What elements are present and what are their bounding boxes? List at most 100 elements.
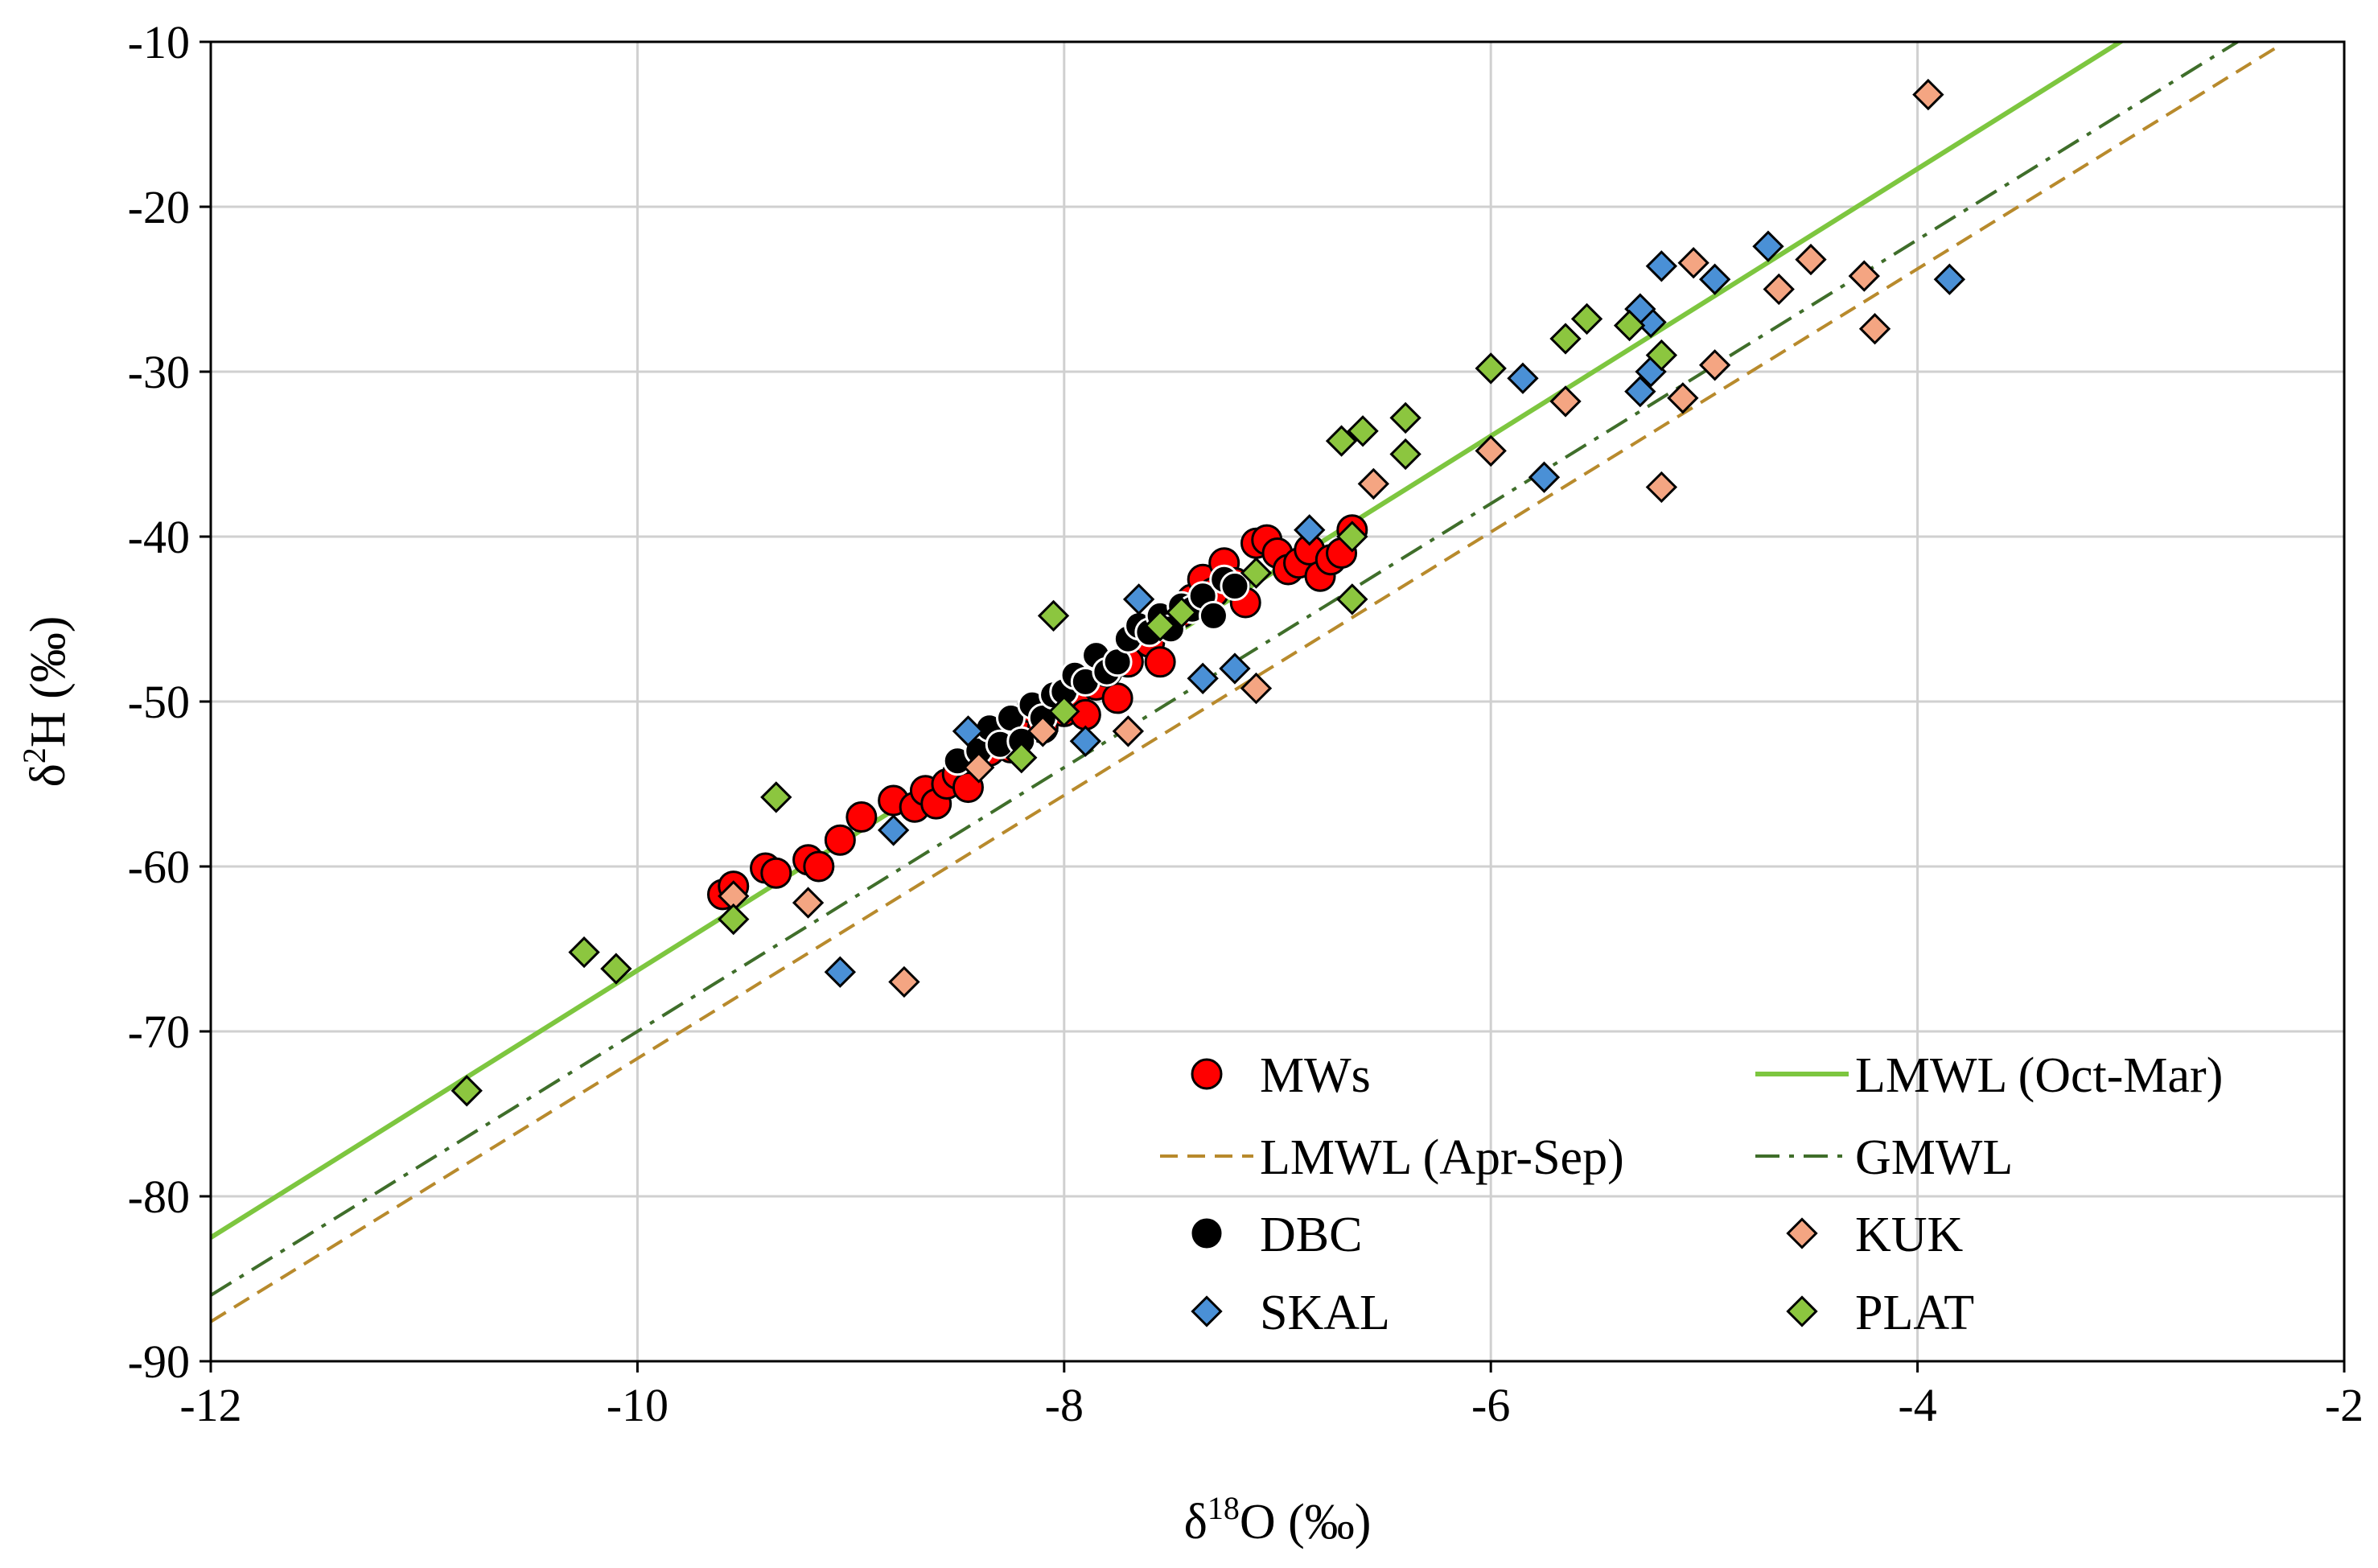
line-gmwl bbox=[211, 42, 2239, 1297]
y-tick-label: -70 bbox=[128, 1006, 190, 1058]
legend-item-KUK: KUK bbox=[1786, 1208, 1964, 1262]
point-SKAL bbox=[1645, 250, 1678, 282]
point-PLAT bbox=[1389, 438, 1421, 471]
point-SKAL bbox=[1187, 662, 1219, 694]
point-MWs bbox=[1144, 646, 1176, 678]
point-MWs bbox=[760, 857, 792, 889]
point-PLAT bbox=[1475, 352, 1507, 385]
legend-label-DBC: DBC bbox=[1260, 1208, 1362, 1262]
point-KUK bbox=[1667, 382, 1699, 414]
point-PLAT bbox=[1037, 599, 1070, 632]
y-tick-label: -10 bbox=[128, 16, 190, 68]
y-axis-title-pre: δ bbox=[21, 763, 76, 787]
legend-label-lmwl_apr_sep: LMWL (Apr-Sep) bbox=[1260, 1130, 1624, 1185]
legend-marker-MWs bbox=[1191, 1058, 1223, 1090]
point-KUK bbox=[1848, 260, 1880, 292]
legend: MWs LMWL (Oct-Mar) LMWL (Apr-Sep) GMWL DBC KU… bbox=[1160, 1048, 2223, 1340]
point-PLAT bbox=[1570, 302, 1603, 335]
point-PLAT bbox=[1240, 557, 1273, 589]
point-SKAL bbox=[1219, 652, 1251, 685]
point-KUK bbox=[1858, 313, 1891, 345]
point-SKAL bbox=[1933, 263, 1966, 295]
legend-label-KUK: KUK bbox=[1855, 1208, 1964, 1262]
point-PLAT bbox=[600, 953, 632, 985]
legend-item-lmwl_oct_mar: LMWL (Oct-Mar) bbox=[1755, 1048, 2223, 1103]
legend-marker-KUK bbox=[1786, 1217, 1818, 1249]
legend-item-SKAL: SKAL bbox=[1191, 1286, 1390, 1340]
point-SKAL bbox=[824, 956, 857, 988]
point-SKAL bbox=[1294, 514, 1326, 546]
y-tick-label: -50 bbox=[128, 676, 190, 728]
point-SKAL bbox=[1752, 230, 1784, 262]
point-PLAT bbox=[718, 903, 750, 936]
legend-marker-PLAT bbox=[1786, 1295, 1818, 1327]
legend-item-MWs: MWs bbox=[1191, 1048, 1371, 1103]
y-axis-title-post: H (‰) bbox=[21, 616, 76, 748]
y-tick-label: -90 bbox=[128, 1335, 190, 1388]
data-points bbox=[451, 78, 1966, 1107]
point-MWs bbox=[824, 824, 856, 856]
legend-label-MWs: MWs bbox=[1260, 1048, 1371, 1103]
point-PLAT bbox=[1645, 339, 1678, 372]
x-tick-label: -6 bbox=[1471, 1379, 1510, 1431]
point-PLAT bbox=[1336, 583, 1368, 615]
point-PLAT bbox=[1325, 425, 1358, 457]
x-axis-title-pre: δ bbox=[1184, 1495, 1208, 1549]
x-tick-label: -10 bbox=[607, 1379, 669, 1431]
x-tick-label: -8 bbox=[1045, 1379, 1084, 1431]
x-tick-label: -4 bbox=[1898, 1379, 1936, 1431]
point-SKAL bbox=[1624, 375, 1656, 408]
point-PLAT bbox=[1613, 309, 1646, 342]
axis-ticks: -12 -10 -8 -6 -4 -2 -90 -80 -70 -60 -50 -40 -30 -20 -1… bbox=[128, 16, 2364, 1431]
point-SKAL bbox=[1507, 362, 1539, 394]
point-PLAT bbox=[1336, 521, 1368, 553]
point-PLAT bbox=[1389, 401, 1421, 434]
series-PLAT bbox=[451, 302, 1678, 1107]
series-SKAL bbox=[824, 230, 1966, 988]
point-KUK bbox=[1026, 715, 1059, 747]
legend-label-SKAL: SKAL bbox=[1260, 1286, 1390, 1340]
point-PLAT bbox=[1165, 596, 1198, 628]
point-KUK bbox=[888, 965, 920, 998]
point-SKAL bbox=[877, 814, 910, 846]
x-axis-title: δ18O (‰) bbox=[1184, 1490, 1372, 1549]
point-KUK bbox=[963, 751, 995, 784]
point-KUK bbox=[1240, 672, 1273, 705]
point-DBC bbox=[1198, 600, 1228, 631]
x-tick-label: -12 bbox=[179, 1379, 241, 1431]
point-KUK bbox=[1763, 273, 1795, 306]
point-PLAT bbox=[1144, 610, 1176, 642]
point-SKAL bbox=[1698, 263, 1731, 295]
point-KUK bbox=[1677, 247, 1709, 279]
point-MWs bbox=[952, 772, 984, 804]
legend-marker-DBC bbox=[1191, 1218, 1222, 1249]
point-KUK bbox=[1795, 243, 1827, 276]
point-SKAL bbox=[1528, 461, 1561, 493]
legend-marker-SKAL bbox=[1191, 1295, 1223, 1327]
legend-label-gmwl: GMWL bbox=[1855, 1130, 2013, 1185]
point-PLAT bbox=[1048, 695, 1080, 727]
point-KUK bbox=[1112, 715, 1145, 747]
point-MWs bbox=[803, 850, 835, 883]
legend-label-lmwl_oct_mar: LMWL (Oct-Mar) bbox=[1855, 1048, 2223, 1103]
point-MWs bbox=[1101, 682, 1133, 714]
legend-label-PLAT: PLAT bbox=[1855, 1286, 1974, 1340]
x-axis-title-sup: 18 bbox=[1208, 1490, 1240, 1526]
point-PLAT bbox=[1347, 415, 1379, 447]
legend-item-lmwl_apr_sep: LMWL (Apr-Sep) bbox=[1160, 1130, 1624, 1185]
point-KUK bbox=[1475, 434, 1507, 467]
point-KUK bbox=[1549, 385, 1582, 418]
series-KUK bbox=[718, 78, 1944, 998]
point-KUK bbox=[1912, 78, 1944, 111]
point-KUK bbox=[1645, 471, 1678, 504]
y-tick-label: -30 bbox=[128, 346, 190, 398]
legend-item-DBC: DBC bbox=[1191, 1208, 1362, 1262]
legend-item-PLAT: PLAT bbox=[1786, 1286, 1974, 1340]
point-PLAT bbox=[1006, 742, 1038, 774]
legend-item-gmwl: GMWL bbox=[1755, 1130, 2013, 1185]
y-axis-title-sup: 2 bbox=[16, 747, 52, 763]
point-PLAT bbox=[451, 1075, 483, 1107]
point-DBC bbox=[1220, 571, 1250, 601]
